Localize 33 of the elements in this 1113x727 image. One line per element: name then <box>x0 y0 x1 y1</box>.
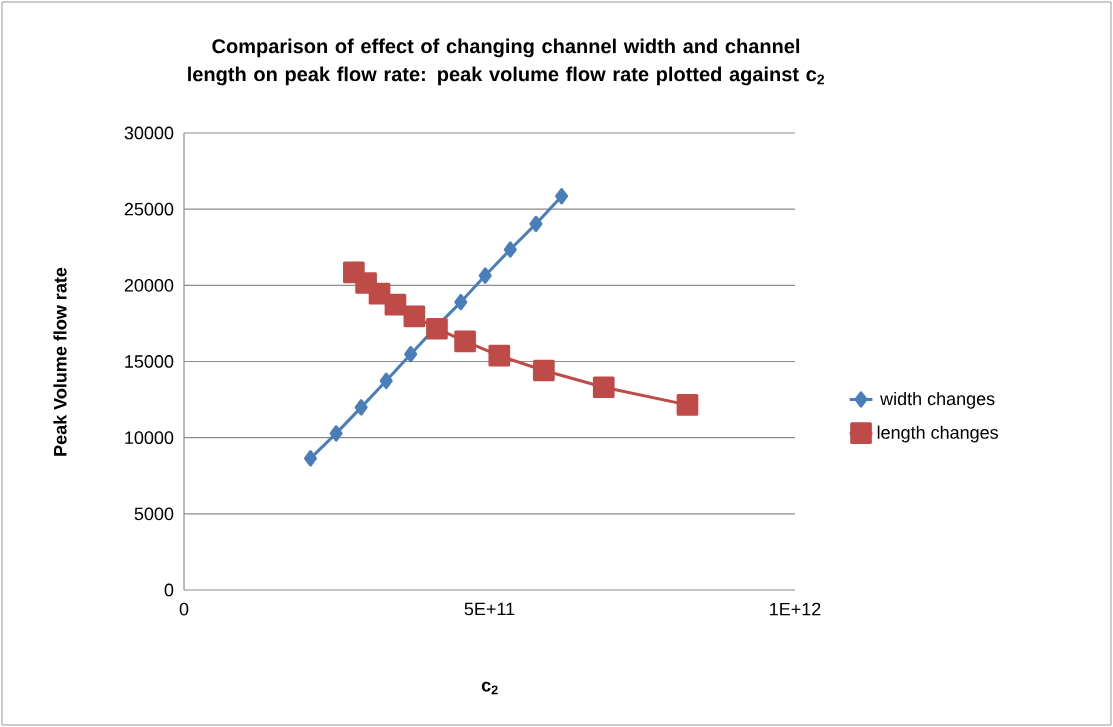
point <box>478 267 492 284</box>
y-tick-label: 10000 <box>125 431 174 445</box>
chart-title: Comparison of effect of changing channel width and channel length on peak flow rate: peak volume flow rate plotted against c$_{2}$ <box>188 38 825 86</box>
legend-label: width changes <box>880 391 995 409</box>
point <box>426 317 448 340</box>
y-axis-title: Peak Volume flow rate <box>53 267 67 456</box>
point <box>529 215 543 233</box>
point <box>403 305 426 328</box>
y-tick-label: 0 <box>164 583 174 597</box>
y-tick-label: 20000 <box>124 278 174 292</box>
x-tick-label: 0 <box>179 602 189 616</box>
point <box>303 450 317 467</box>
x-tick-label: 5E+11 <box>464 602 515 616</box>
point <box>676 394 699 416</box>
point <box>454 330 476 353</box>
point <box>454 293 468 311</box>
point <box>503 241 517 258</box>
point <box>354 399 368 416</box>
point <box>329 425 343 442</box>
y-tick-label: 15000 <box>125 355 174 368</box>
point <box>555 188 569 205</box>
point <box>533 359 555 382</box>
point <box>592 376 615 399</box>
x-tick-label: 1E+12 <box>770 602 821 616</box>
y-tick-label: 25000 <box>124 202 174 216</box>
x-axis-title: c$_{2}$ <box>481 681 498 695</box>
point <box>384 293 407 316</box>
y-tick-label: 5000 <box>134 507 174 521</box>
point <box>379 372 393 389</box>
point <box>488 344 511 367</box>
point <box>404 346 418 363</box>
y-tick-label: 30000 <box>124 126 174 140</box>
legend-label: length changes <box>877 425 998 443</box>
